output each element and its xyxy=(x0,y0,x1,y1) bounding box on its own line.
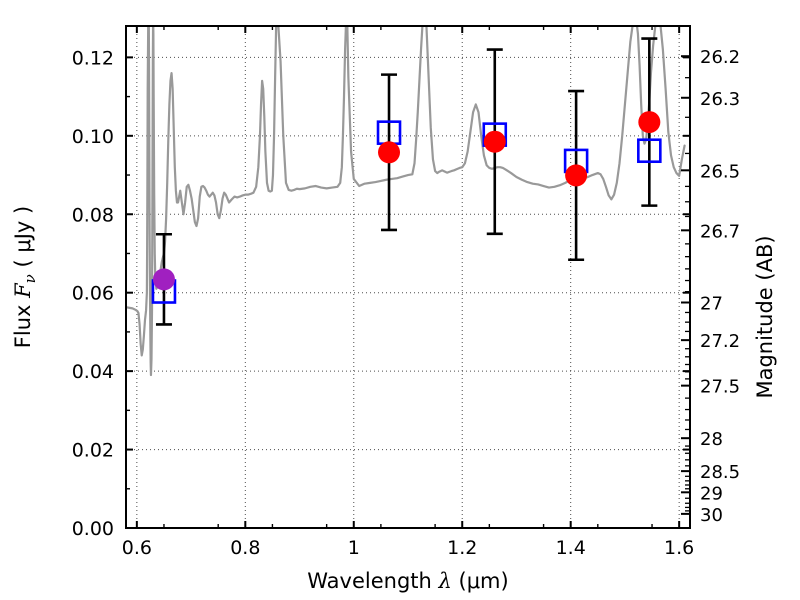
magnitude-tick-label: 26.2 xyxy=(700,47,740,68)
x-tick-label: 1.4 xyxy=(556,537,586,559)
magnitude-tick-label: 26.5 xyxy=(700,161,740,182)
model-photometry-markers xyxy=(151,120,662,304)
x-tick-label: 0.6 xyxy=(122,537,152,559)
observed-photometry-point xyxy=(638,111,661,134)
tick-labels: 0.00 0.02 0.04 0.06 0.08 0.10 0.12 0.6 0.8 1 1.2 1.… xyxy=(72,47,740,559)
axes-frame xyxy=(125,25,691,529)
observed-photometry-point xyxy=(378,141,401,164)
y-axis-title: Flux Fν ( μJy ) xyxy=(11,206,39,348)
x-tick-label: 1.6 xyxy=(664,537,694,559)
magnitude-tick-label: 27.5 xyxy=(700,377,740,398)
model-photometry-square xyxy=(637,138,662,164)
y-tick-label: 0.08 xyxy=(72,204,114,226)
magnitude-tick-label: 29 xyxy=(700,483,723,504)
magnitude-tick-label: 28 xyxy=(700,429,723,450)
y-tick-label: 0.02 xyxy=(72,440,114,462)
grid-lines xyxy=(126,26,690,529)
magnitude-tick-label: 28.5 xyxy=(700,462,740,483)
magnitude-tick-label: 26.3 xyxy=(700,89,740,110)
x-tick-label: 1 xyxy=(348,537,360,559)
x-axis-title: Wavelength λ (μm) xyxy=(307,569,508,593)
magnitude-tick-label: 27 xyxy=(700,293,723,314)
observed-photometry-point xyxy=(152,268,175,291)
y-tick-label: 0.06 xyxy=(72,283,114,305)
magnitude-tick-label: 26.7 xyxy=(700,221,740,242)
right-axis-title: Magnitude (AB) xyxy=(753,235,777,398)
x-tick-label: 0.8 xyxy=(230,537,260,559)
magnitude-tick-label: 30 xyxy=(700,505,723,526)
y-tick-label: 0.12 xyxy=(72,47,114,69)
y-tick-label: 0.10 xyxy=(72,126,114,148)
observed-photometry-point xyxy=(565,164,588,187)
axis-titles: Flux Fν ( μJy ) Magnitude (AB) Wavelength … xyxy=(11,206,777,593)
observed-photometry-point xyxy=(483,130,506,153)
x-tick-label: 1.2 xyxy=(447,537,477,559)
observed-photometry-markers xyxy=(152,111,661,291)
model-spectrum-line xyxy=(126,26,686,377)
magnitude-tick-label: 27.2 xyxy=(700,331,740,352)
y-tick-label: 0.04 xyxy=(72,361,114,383)
y-tick-label: 0.00 xyxy=(72,518,114,540)
